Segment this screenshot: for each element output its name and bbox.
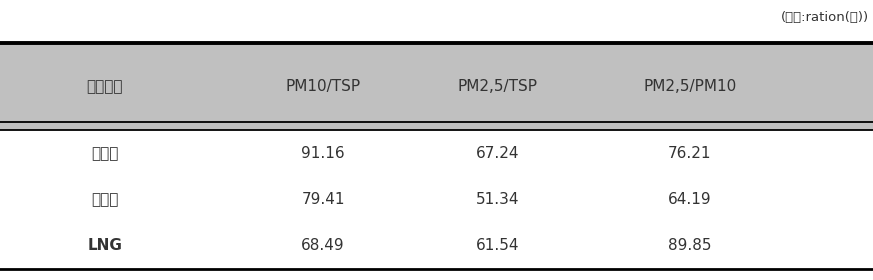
Text: LNG: LNG xyxy=(87,238,122,253)
Text: 68.49: 68.49 xyxy=(301,238,345,253)
Text: 61.54: 61.54 xyxy=(476,238,519,253)
Text: (단위:ration(％)): (단위:ration(％)) xyxy=(780,11,869,24)
Text: 76.21: 76.21 xyxy=(668,146,711,161)
Text: 51.34: 51.34 xyxy=(476,192,519,207)
Text: 67.24: 67.24 xyxy=(476,146,519,161)
Text: PM10/TSP: PM10/TSP xyxy=(285,79,361,94)
Text: PM2,5/TSP: PM2,5/TSP xyxy=(457,79,538,94)
Text: 91.16: 91.16 xyxy=(301,146,345,161)
Bar xyxy=(0,43,873,130)
Text: 79.41: 79.41 xyxy=(301,192,345,207)
Text: PM2,5/PM10: PM2,5/PM10 xyxy=(643,79,736,94)
Text: 64.19: 64.19 xyxy=(668,192,711,207)
Text: 발전시설: 발전시설 xyxy=(86,79,123,94)
Text: 유연탄: 유연탄 xyxy=(91,146,119,161)
Text: 89.85: 89.85 xyxy=(668,238,711,253)
Text: 무연탄: 무연탄 xyxy=(91,192,119,207)
